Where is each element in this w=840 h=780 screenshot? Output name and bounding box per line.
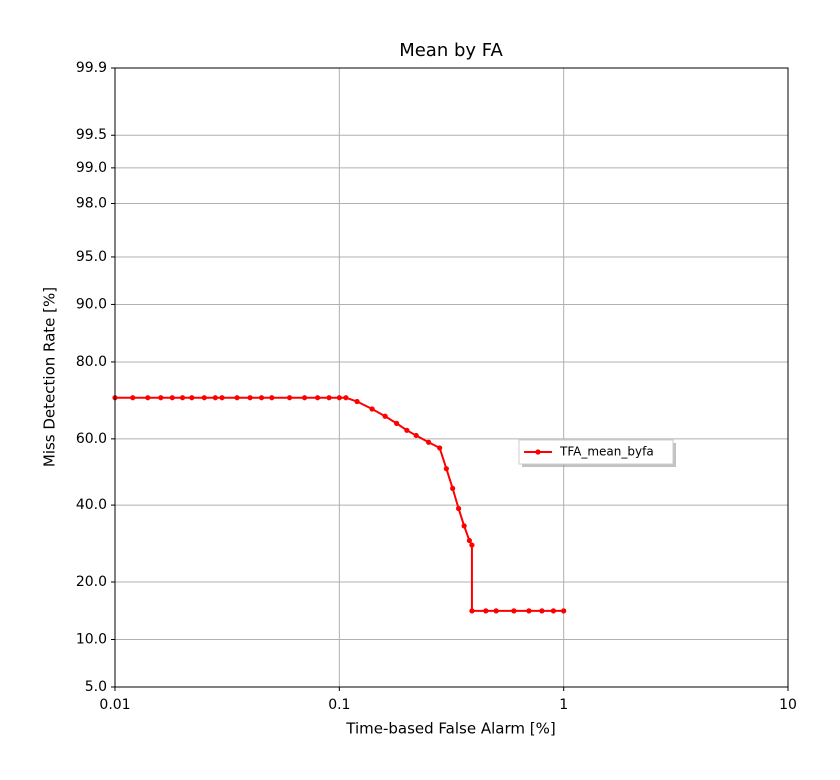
data-point [179, 395, 186, 401]
grid [111, 67, 789, 691]
data-point [158, 395, 164, 401]
y-tick-label: 5.0 [85, 679, 107, 695]
data-point [511, 608, 517, 614]
y-tick-label: 99.0 [76, 160, 107, 176]
x-tick-label: 0.01 [99, 697, 130, 713]
data-point [561, 608, 567, 614]
data-point [269, 395, 275, 401]
data-point [369, 406, 375, 412]
y-tick-label: 99.9 [76, 60, 107, 76]
data-point [526, 608, 532, 614]
y-tick-label: 20.0 [76, 574, 107, 590]
data-point [354, 398, 360, 405]
y-tick-label: 90.0 [76, 296, 107, 312]
y-tick-label: 10.0 [76, 632, 107, 648]
y-tick-label: 40.0 [76, 497, 107, 513]
data-point [382, 413, 388, 419]
data-point [169, 395, 175, 401]
x-tick-label: 0.1 [328, 697, 350, 713]
data-point [314, 395, 321, 401]
x-tick-label: 10 [779, 697, 797, 713]
data-point [219, 395, 225, 401]
data-point [130, 395, 136, 401]
data-point [466, 537, 472, 544]
x-axis-label: Time-based False Alarm [%] [345, 720, 555, 738]
data-point [437, 445, 443, 451]
data-point [539, 608, 545, 614]
data-point [286, 395, 293, 401]
data-point [393, 420, 400, 426]
axes-frame [114, 67, 789, 688]
data-point [301, 395, 308, 401]
data-point [469, 542, 475, 548]
data-point [469, 608, 475, 614]
data-point [343, 395, 349, 401]
data-point [443, 466, 449, 472]
plot-area [112, 395, 567, 614]
data-point [189, 395, 195, 401]
y-tick-label: 99.5 [76, 127, 107, 143]
x-tick-label: 1 [559, 697, 568, 713]
data-point [404, 427, 410, 433]
data-point [247, 395, 253, 401]
chart-title: Mean by FA [399, 40, 503, 61]
data-point [234, 395, 240, 401]
data-point [258, 395, 265, 401]
data-point [550, 608, 557, 614]
y-tick-label: 60.0 [76, 431, 107, 447]
legend-label: TFA_mean_byfa [559, 445, 654, 459]
y-tick-label: 80.0 [76, 354, 107, 370]
data-point [483, 608, 489, 614]
data-point [450, 485, 456, 492]
data-point [201, 395, 207, 401]
y-tick-label: 98.0 [76, 195, 107, 211]
data-point [461, 523, 467, 529]
data-point [336, 395, 342, 401]
data-point [493, 608, 499, 614]
y-axis-label: Miss Detection Rate [%] [41, 287, 59, 467]
data-point [413, 432, 419, 439]
data-point [212, 395, 218, 401]
data-point [326, 395, 332, 401]
data-point [145, 395, 151, 401]
legend-marker [535, 449, 541, 455]
data-point [426, 439, 432, 445]
y-tick-label: 95.0 [76, 249, 107, 265]
legend: TFA_mean_byfa [518, 439, 676, 467]
data-point [455, 505, 462, 512]
